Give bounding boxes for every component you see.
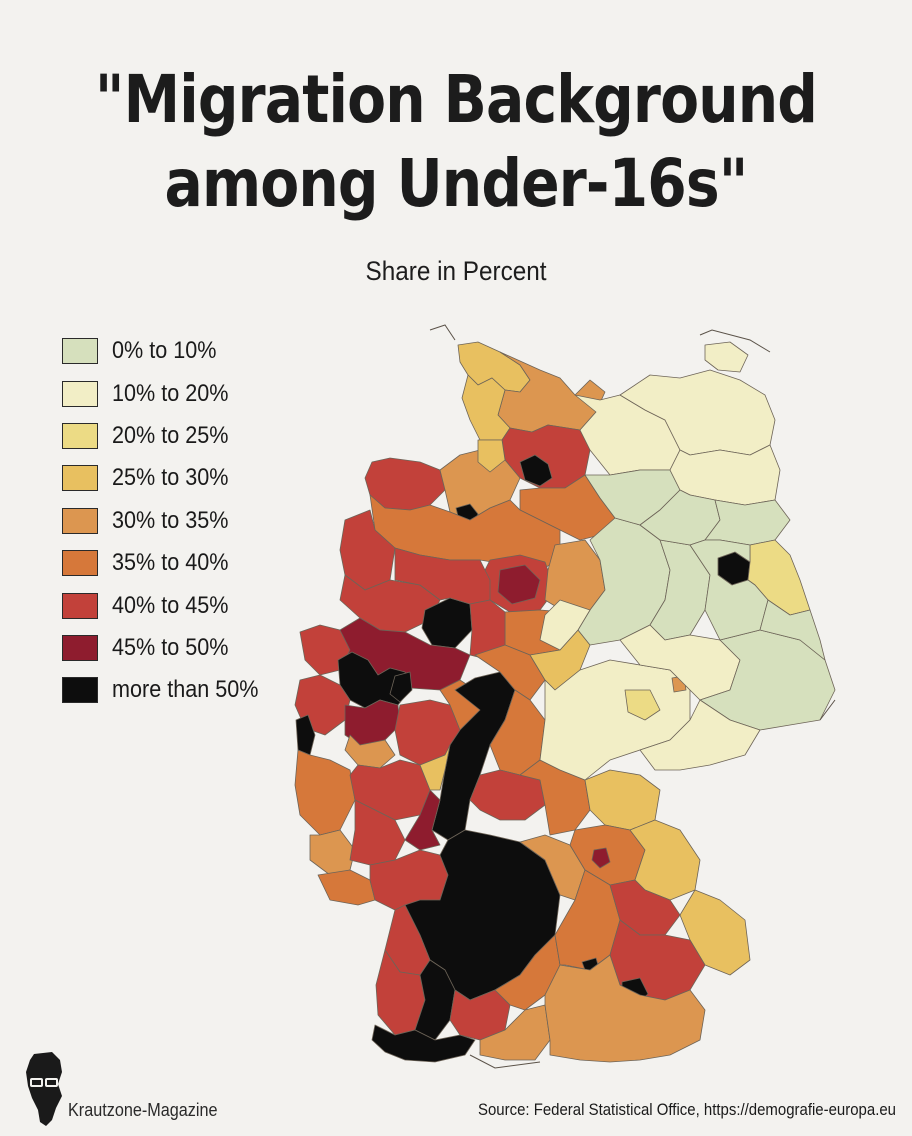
legend-item: 10% to 20% <box>62 372 275 414</box>
region-lake-constance <box>371 1024 476 1063</box>
legend-label: 10% to 20% <box>112 379 229 407</box>
region-hamburg <box>519 454 553 487</box>
region-upper-bavaria-south <box>544 954 706 1063</box>
region-trier <box>309 829 356 876</box>
map-title: "Migration Background among Under-16s" <box>64 58 848 226</box>
region-mainz <box>404 789 441 851</box>
region-lower-bavaria <box>679 889 751 976</box>
title-line-1: "Migration Background <box>94 61 818 138</box>
map-subtitle: Share in Percent <box>365 256 547 286</box>
region-harz <box>539 599 591 651</box>
region-kassel <box>474 644 546 701</box>
region-thuringia-center <box>624 689 661 721</box>
legend-swatch <box>62 465 98 492</box>
legend-swatch <box>62 592 98 619</box>
legend-label: 25% to 30% <box>112 464 229 492</box>
region-hanover <box>497 564 541 605</box>
region-saarland <box>317 869 376 906</box>
legend-label: 35% to 40% <box>112 549 229 577</box>
region-eifel <box>294 749 356 836</box>
region-bonn <box>344 734 396 769</box>
legend-item: 25% to 30% <box>62 457 275 499</box>
legend-swatch <box>62 380 98 407</box>
region-bielefeld <box>394 547 491 605</box>
region-upper-franconia <box>584 769 661 831</box>
legend-label: 30% to 35% <box>112 506 229 534</box>
legend-item: more than 50% <box>62 669 275 711</box>
legend-item: 35% to 40% <box>62 542 275 584</box>
region-stade-cuxhaven <box>477 439 506 473</box>
region-barnim <box>704 499 791 546</box>
region-chemnitz <box>639 699 761 771</box>
region-aachen <box>295 714 316 756</box>
legend-swatch <box>62 677 98 704</box>
legend-item: 20% to 25% <box>62 415 275 457</box>
legend-label: 40% to 45% <box>112 591 229 619</box>
legend-swatch <box>62 422 98 449</box>
region-wuppertal <box>389 671 413 703</box>
coastline <box>429 324 836 1069</box>
region-nuremberg-city <box>591 847 611 869</box>
region-ruegen <box>704 341 749 373</box>
source-note: Source: Federal Statistical Office, http… <box>478 1100 896 1119</box>
legend-label: more than 50% <box>112 676 259 704</box>
legend-swatch <box>62 634 98 661</box>
region-frankfurt-east <box>469 769 546 821</box>
legend-swatch <box>62 507 98 534</box>
region-fläming <box>689 539 769 641</box>
title-line-2: among Under-16s" <box>164 145 749 222</box>
legend-label: 0% to 10% <box>112 337 217 365</box>
legend: 0% to 10% 10% to 20% 20% to 25% 25% to 30% 3… <box>62 330 275 712</box>
legend-swatch <box>62 338 98 365</box>
legend-item: 45% to 50% <box>62 627 275 669</box>
legend-swatch <box>62 550 98 577</box>
region-lusatia <box>759 599 826 661</box>
legend-label: 45% to 50% <box>112 633 229 661</box>
legend-item: 0% to 10% <box>62 330 275 372</box>
brand-label: Krautzone-Magazine <box>68 1100 218 1120</box>
legend-label: 20% to 25% <box>112 421 229 449</box>
legend-item: 40% to 45% <box>62 584 275 626</box>
region-lueneburg <box>519 474 616 541</box>
krautzone-logo <box>26 1052 62 1126</box>
legend-item: 30% to 35% <box>62 500 275 542</box>
